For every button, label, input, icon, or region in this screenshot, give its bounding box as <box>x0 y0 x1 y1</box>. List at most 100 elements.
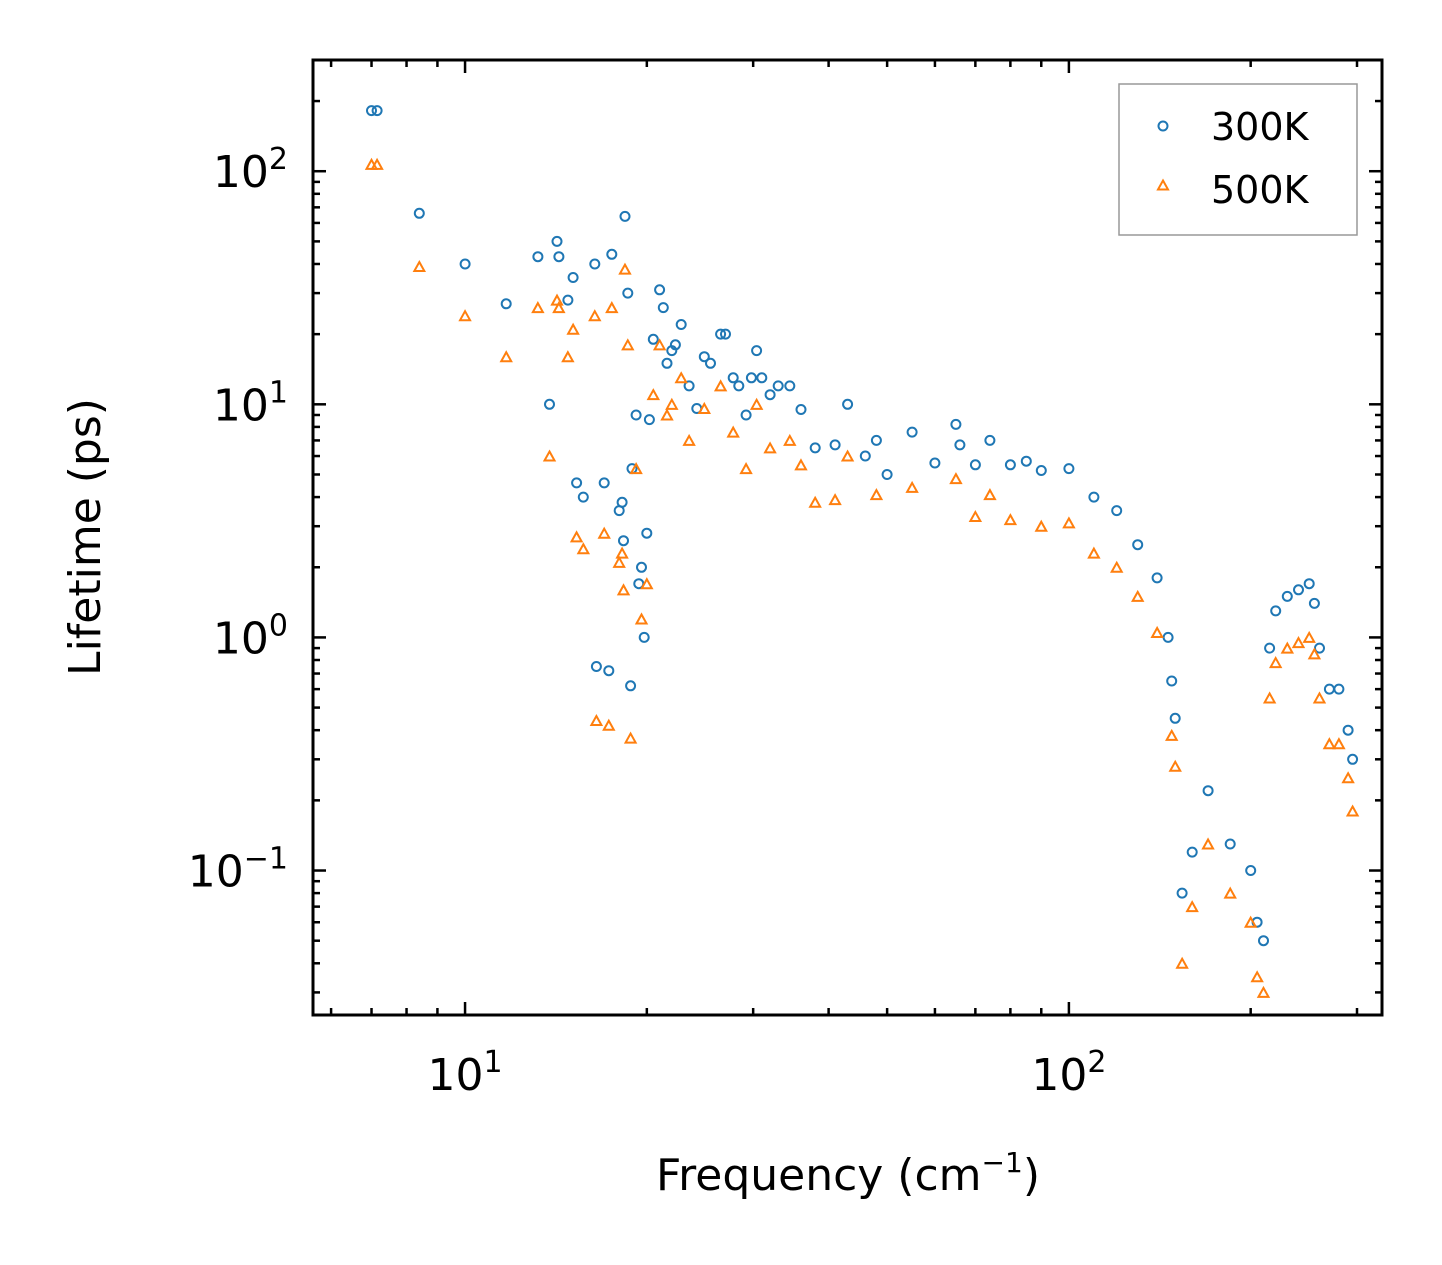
y-tick-label: 10−1 <box>188 842 288 898</box>
data-point <box>551 235 563 247</box>
series-300k <box>366 105 1359 947</box>
data-point <box>371 105 383 117</box>
data-point <box>1062 516 1076 529</box>
data-point <box>598 477 610 489</box>
data-point <box>657 302 669 314</box>
tick-label-exponent: 1 <box>269 375 288 410</box>
data-point <box>544 398 555 410</box>
tick-label-exponent: 1 <box>484 1045 503 1080</box>
data-point <box>618 262 632 275</box>
data-point <box>646 388 661 401</box>
data-point <box>739 462 753 475</box>
data-point <box>1312 691 1327 704</box>
data-point <box>665 397 679 410</box>
data-point <box>1169 712 1181 724</box>
data-point <box>370 157 384 170</box>
tick-label-base: 10 <box>213 613 269 664</box>
y-tick-label: 101 <box>213 375 288 431</box>
data-point <box>1293 584 1304 596</box>
data-point <box>984 434 996 446</box>
data-point <box>1333 683 1345 695</box>
data-point <box>1175 956 1189 969</box>
data-point <box>1034 519 1048 532</box>
series-500k <box>364 157 1360 998</box>
tick-label-base: 10 <box>188 847 244 898</box>
data-point <box>1201 837 1215 850</box>
data-point <box>1151 572 1163 584</box>
data-point <box>1280 641 1295 654</box>
data-point <box>783 433 797 446</box>
data-point <box>1345 804 1360 817</box>
data-point <box>1185 900 1199 913</box>
data-point <box>795 404 807 415</box>
x-axis-title: Frequency (cm−1) <box>656 1146 1040 1201</box>
data-point <box>969 459 981 471</box>
data-point <box>905 480 919 493</box>
data-point <box>1270 605 1282 617</box>
data-point <box>727 372 739 384</box>
data-point <box>1268 656 1283 669</box>
data-point <box>643 414 655 426</box>
data-point <box>641 527 653 539</box>
data-point <box>654 284 666 296</box>
data-point <box>869 488 884 501</box>
data-point <box>674 371 688 384</box>
data-point <box>1087 546 1101 559</box>
data-point <box>1281 590 1293 602</box>
data-point <box>698 351 710 363</box>
data-point <box>589 713 604 727</box>
data-point <box>567 272 579 283</box>
data-point <box>1314 642 1325 654</box>
data-point <box>459 258 471 270</box>
data-point <box>499 350 513 363</box>
data-point <box>588 309 602 322</box>
data-point <box>1256 985 1271 998</box>
legend-box <box>1118 83 1358 236</box>
data-point <box>1347 753 1359 765</box>
data-point <box>458 309 472 322</box>
x-tick-label: 101 <box>428 1045 503 1101</box>
data-point <box>842 398 854 410</box>
data-point <box>1176 887 1188 899</box>
data-point <box>1110 560 1124 573</box>
tick-label-base: 10 <box>213 147 269 198</box>
data-point <box>808 495 822 508</box>
data-point <box>954 439 966 451</box>
data-point <box>669 339 681 351</box>
data-point <box>772 380 784 392</box>
legend-label-500k: 500K <box>1211 168 1310 212</box>
data-point <box>622 287 634 299</box>
data-point <box>809 442 821 454</box>
data-point <box>531 301 545 314</box>
data-point <box>532 251 544 263</box>
data-point <box>638 631 650 643</box>
tick-label-exponent: −1 <box>244 842 288 877</box>
data-point <box>1111 505 1123 517</box>
data-point <box>1063 463 1075 475</box>
data-point <box>1088 491 1100 503</box>
x-axis-title-close: ) <box>1023 1150 1040 1201</box>
y-tick-label: 102 <box>213 142 288 198</box>
x-axis-title-text: Frequency (cm <box>656 1150 982 1201</box>
data-point <box>1162 631 1174 643</box>
data-point <box>629 462 643 475</box>
data-point <box>602 718 616 731</box>
data-point <box>733 380 745 392</box>
tick-label-exponent: 0 <box>269 608 288 643</box>
data-point <box>590 661 602 672</box>
data-points <box>364 105 1360 998</box>
data-point <box>1341 771 1355 784</box>
data-point <box>1332 737 1346 750</box>
data-point <box>1004 459 1016 471</box>
data-point <box>726 425 740 438</box>
x-tick-label: 102 <box>1031 1045 1106 1101</box>
data-point <box>577 491 589 503</box>
data-point <box>1322 737 1337 750</box>
data-point <box>881 469 893 480</box>
tick-label-exponent: 2 <box>1087 1045 1106 1080</box>
data-point <box>715 328 727 340</box>
data-point <box>949 472 963 485</box>
data-point <box>619 210 631 222</box>
data-point <box>784 380 796 392</box>
